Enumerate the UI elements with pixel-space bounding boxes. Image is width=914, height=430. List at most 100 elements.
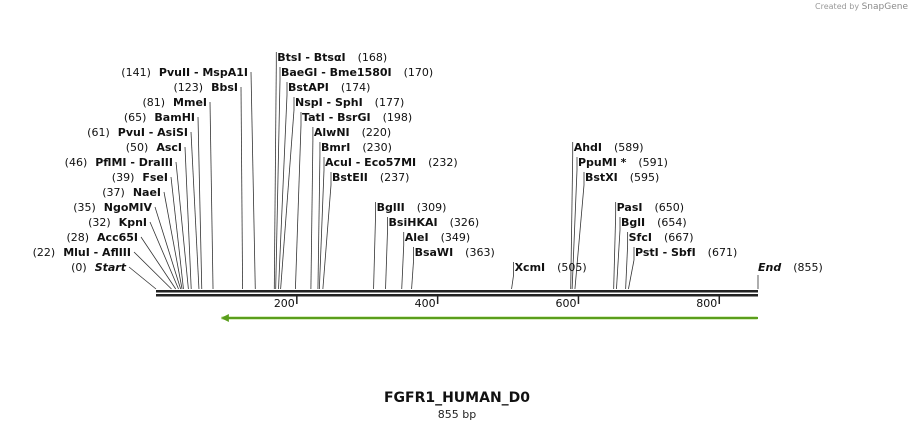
- enzyme-leader: [133, 251, 172, 290]
- enzyme-site[interactable]: XcmI (505): [515, 261, 587, 274]
- enzyme-name: NspI - SphI: [295, 96, 363, 109]
- enzyme-leader: [273, 64, 277, 290]
- enzyme-site[interactable]: BaeGI - Bme1580I (170): [281, 66, 433, 79]
- enzyme-position: (237): [380, 171, 410, 184]
- enzyme-labels: Start (0) MluI - AflIII (22) Acc65I (28) KpnI (…: [33, 51, 823, 274]
- enzyme-leader: [571, 169, 578, 290]
- enzyme-position: (37): [102, 186, 125, 199]
- enzyme-leader: [278, 94, 288, 290]
- enzyme-position: (591): [638, 156, 668, 169]
- enzyme-site[interactable]: BtsI - BtsαI (168): [277, 51, 387, 64]
- enzyme-leader: [310, 139, 314, 290]
- enzyme-name: BglI: [621, 216, 645, 229]
- feature-track: [220, 314, 758, 322]
- enzyme-leader: [322, 184, 332, 290]
- enzyme-leader: [170, 176, 184, 290]
- enzyme-name: FseI: [142, 171, 168, 184]
- enzyme-site[interactable]: BstXI (595): [585, 171, 659, 184]
- backbone-top-strand: [156, 290, 758, 293]
- enzyme-name: AlwNI: [314, 126, 350, 139]
- enzyme-site[interactable]: AhdI (589): [574, 141, 644, 154]
- enzyme-site[interactable]: BstAPI (174): [288, 81, 370, 94]
- enzyme-site[interactable]: AcuI - Eco57MI (232): [325, 156, 458, 169]
- backbone-bottom-strand: [156, 294, 758, 297]
- enzyme-site[interactable]: AlwNI (220): [314, 126, 391, 139]
- enzyme-position: (220): [362, 126, 392, 139]
- enzyme-name: AscI: [156, 141, 182, 154]
- enzyme-leader: [197, 116, 203, 290]
- enzyme-leader: [411, 259, 414, 290]
- enzyme-site[interactable]: AleI (349): [405, 231, 470, 244]
- enzyme-site[interactable]: PvuII - MspA1I (141): [121, 66, 248, 79]
- enzyme-name: MmeI: [173, 96, 207, 109]
- enzyme-leader: [190, 131, 200, 290]
- enzyme-site[interactable]: NgoMIV (35): [73, 201, 152, 214]
- enzyme-site[interactable]: BsaWI (363): [415, 246, 495, 259]
- enzyme-site[interactable]: KpnI (32): [88, 216, 147, 229]
- enzyme-site[interactable]: MmeI (81): [142, 96, 207, 109]
- enzyme-site[interactable]: PpuMI * (591): [578, 156, 668, 169]
- enzyme-name: PpuMI *: [578, 156, 627, 169]
- enzyme-position: (174): [341, 81, 371, 94]
- enzyme-name: Start: [95, 261, 127, 274]
- enzyme-name: SfcI: [629, 231, 652, 244]
- enzyme-position: (309): [417, 201, 447, 214]
- enzyme-site[interactable]: NaeI (37): [102, 186, 161, 199]
- enzyme-leader: [511, 274, 514, 290]
- enzyme-position: (0): [71, 261, 87, 274]
- enzyme-name: BstXI: [585, 171, 618, 184]
- enzyme-site[interactable]: BamHI (65): [124, 111, 195, 124]
- enzyme-site[interactable]: FseI (39): [112, 171, 168, 184]
- enzyme-position: (141): [121, 66, 151, 79]
- enzyme-site[interactable]: MluI - AflIII (22): [33, 246, 131, 259]
- enzyme-site[interactable]: PstI - SbfI (671): [635, 246, 737, 259]
- enzyme-name: BsaWI: [415, 246, 454, 259]
- enzyme-leader: [128, 266, 157, 290]
- enzyme-site[interactable]: BstEII (237): [332, 171, 409, 184]
- enzyme-site[interactable]: TatI - BsrGI (198): [302, 111, 412, 124]
- enzyme-site[interactable]: PasI (650): [617, 201, 684, 214]
- enzyme-name: BstEII: [332, 171, 368, 184]
- feature-body[interactable]: [224, 317, 758, 319]
- enzyme-position: (589): [614, 141, 644, 154]
- enzyme-leader: [149, 221, 179, 290]
- enzyme-name: BstAPI: [288, 81, 329, 94]
- enzyme-name: End: [758, 261, 781, 274]
- enzyme-position: (32): [88, 216, 111, 229]
- enzyme-site[interactable]: PflMI - DraIII (46): [65, 156, 173, 169]
- enzyme-position: (505): [557, 261, 587, 274]
- enzyme-site[interactable]: Start (0): [71, 261, 127, 274]
- enzyme-site[interactable]: BbsI (123): [174, 81, 239, 94]
- enzyme-site[interactable]: AscI (50): [126, 141, 182, 154]
- enzyme-name: AcuI - Eco57MI: [325, 156, 416, 169]
- enzyme-name: NaeI: [133, 186, 161, 199]
- enzyme-position: (198): [383, 111, 413, 124]
- enzyme-leader: [275, 79, 281, 290]
- enzyme-site[interactable]: BmrI (230): [321, 141, 392, 154]
- sequence-backbone: [156, 290, 758, 297]
- enzyme-site[interactable]: End (855): [758, 261, 823, 274]
- enzyme-site[interactable]: BglI (654): [621, 216, 687, 229]
- enzyme-site[interactable]: BsiHKAI (326): [389, 216, 480, 229]
- enzyme-name: AleI: [405, 231, 429, 244]
- enzyme-site[interactable]: Acc65I (28): [66, 231, 138, 244]
- enzyme-name: AhdI: [574, 141, 602, 154]
- sequence-title: FGFR1_HUMAN_D0: [383, 390, 531, 406]
- enzyme-position: (349): [441, 231, 471, 244]
- snapgene-brand: SnapGene: [861, 2, 908, 12]
- ruler-tick-label: 600: [555, 297, 576, 310]
- enzyme-position: (667): [664, 231, 694, 244]
- enzyme-leader: [280, 109, 295, 290]
- enzyme-leader: [625, 244, 629, 290]
- enzyme-leader: [385, 229, 388, 290]
- sequence-length-label: 855 bp: [437, 408, 477, 421]
- enzyme-site[interactable]: BglII (309): [377, 201, 447, 214]
- enzyme-name: BglII: [377, 201, 405, 214]
- enzyme-site[interactable]: NspI - SphI (177): [295, 96, 404, 109]
- enzyme-position: (81): [142, 96, 165, 109]
- enzyme-site[interactable]: SfcI (667): [629, 231, 694, 244]
- enzyme-name: BtsI - BtsαI: [277, 51, 345, 64]
- enzyme-site[interactable]: PvuI - AsiSI (61): [87, 126, 188, 139]
- enzyme-name: BaeGI - Bme1580I: [281, 66, 392, 79]
- enzyme-position: (855): [793, 261, 823, 274]
